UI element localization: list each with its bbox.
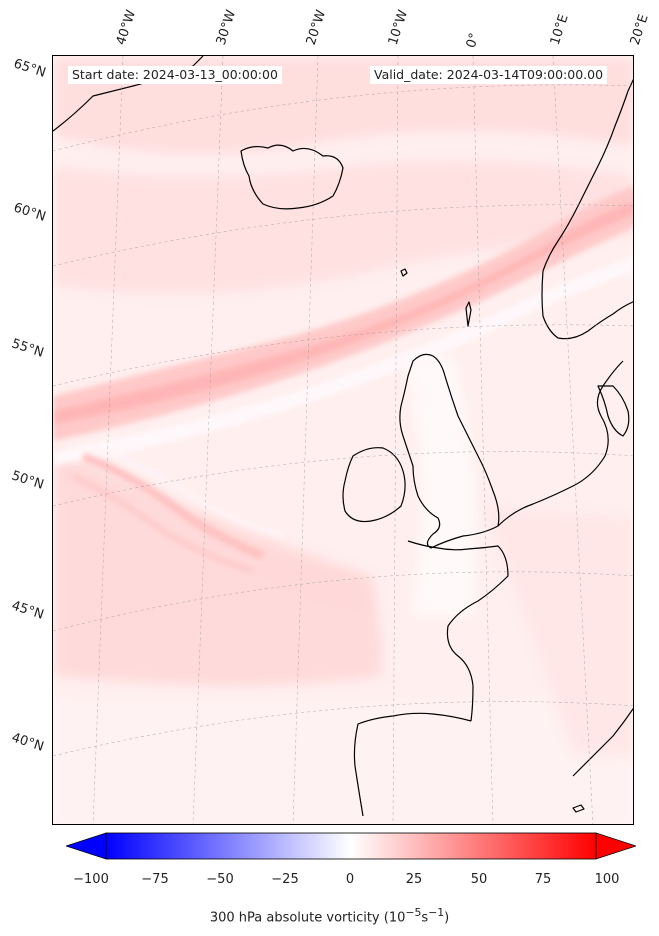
lon-label-20e: 20°E xyxy=(628,13,652,47)
lon-label-10e: 10°E xyxy=(548,13,572,47)
lat-label-40n: 40°N xyxy=(10,730,46,754)
lon-label-20w: 20°W xyxy=(304,8,329,47)
lat-label-55n: 55°N xyxy=(10,336,46,360)
colorbar-tick: 100 xyxy=(595,872,620,887)
map-frame xyxy=(52,55,634,825)
lon-label-0: 0° xyxy=(464,31,483,50)
lat-label-50n: 50°N xyxy=(10,468,46,492)
colorbar-gradient xyxy=(106,833,596,859)
lon-label-40w: 40°W xyxy=(114,8,139,47)
colorbar-max-arrow xyxy=(596,833,636,859)
colorbar-tick: 75 xyxy=(535,872,552,887)
lon-label-30w: 30°W xyxy=(214,8,239,47)
colorbar-tick: 50 xyxy=(471,872,488,887)
colorbar-min-arrow xyxy=(66,833,106,859)
lat-label-45n: 45°N xyxy=(10,598,46,622)
lon-label-10w: 10°W xyxy=(386,8,411,47)
colorbar-tick: −100 xyxy=(73,872,109,887)
colorbar-tick: −75 xyxy=(141,872,168,887)
start-date-label: Start date: 2024-03-13_00:00:00 xyxy=(68,66,282,84)
valid-date-label: Valid_date: 2024-03-14T09:00:00.00 xyxy=(370,66,607,84)
lat-label-65n: 65°N xyxy=(12,56,48,80)
vorticity-map xyxy=(53,56,634,825)
colorbar xyxy=(66,832,636,862)
colorbar-tick: −25 xyxy=(271,872,298,887)
lat-label-60n: 60°N xyxy=(12,200,48,224)
colorbar-tick: −50 xyxy=(206,872,233,887)
colorbar-tick: 25 xyxy=(406,872,423,887)
colorbar-tick: 0 xyxy=(346,872,354,887)
colorbar-label: 300 hPa absolute vorticity (10−5s−1) xyxy=(0,906,659,925)
